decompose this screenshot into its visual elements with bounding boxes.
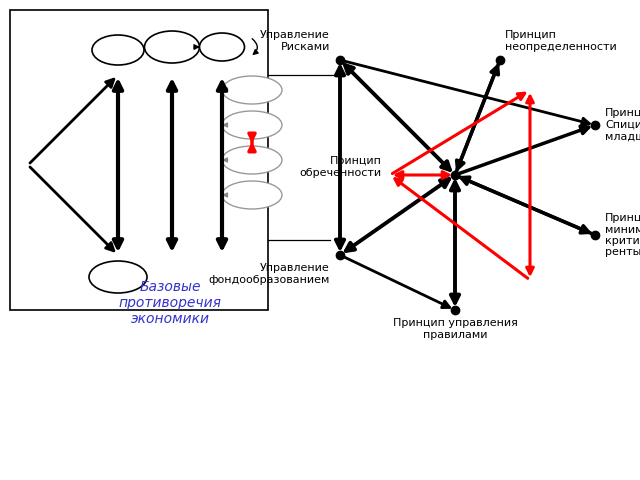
- Text: Принцип
обреченности: Принцип обреченности: [300, 156, 382, 178]
- Text: Принцип
минимизации
критической
ренты: Принцип минимизации критической ренты: [605, 213, 640, 257]
- Text: Принцип управления
правилами: Принцип управления правилами: [392, 318, 517, 340]
- Ellipse shape: [92, 35, 144, 65]
- Ellipse shape: [89, 261, 147, 293]
- Ellipse shape: [145, 31, 200, 63]
- Text: Базовые
противоречия
экономики: Базовые противоречия экономики: [118, 280, 221, 326]
- Ellipse shape: [200, 33, 244, 61]
- Bar: [10, 10, 268, 310]
- Bar: [106, 75, 184, 255]
- Text: Принцип
неопределенности: Принцип неопределенности: [505, 30, 617, 52]
- Ellipse shape: [222, 111, 282, 139]
- Ellipse shape: [222, 76, 282, 104]
- Ellipse shape: [222, 181, 282, 209]
- Text: Управление
Рисками: Управление Рисками: [260, 30, 330, 52]
- Text: Принцип
Спициона
младшего: Принцип Спициона младшего: [605, 108, 640, 142]
- Ellipse shape: [222, 146, 282, 174]
- Text: Управление
фондообразованием: Управление фондообразованием: [209, 263, 330, 285]
